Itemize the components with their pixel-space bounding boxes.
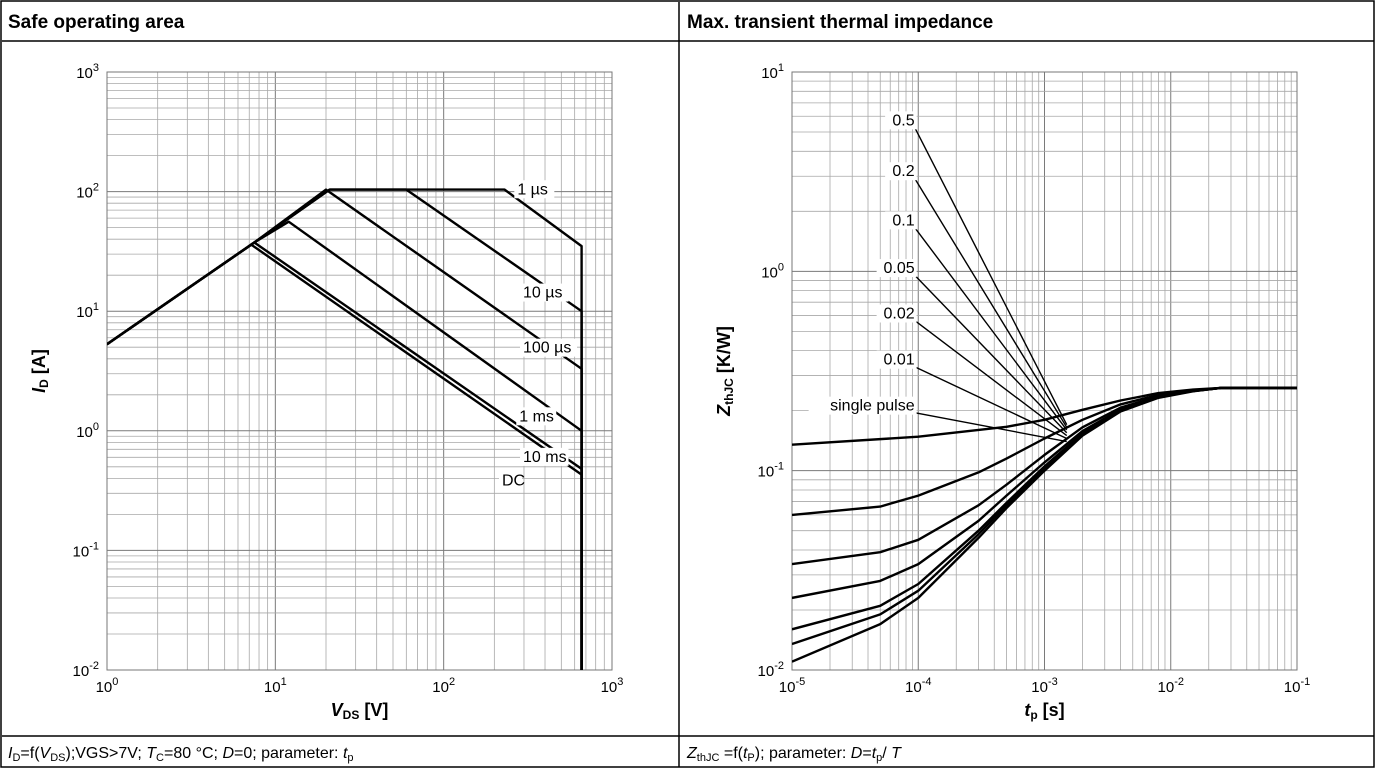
leader-line <box>914 226 1068 431</box>
series-group <box>792 386 1297 663</box>
y-tick-label: 10-2 <box>758 660 784 680</box>
series-annotation: 1 ms <box>519 408 554 425</box>
y-tick-label: 10-1 <box>758 461 784 481</box>
x-tick-label: 10-5 <box>779 676 805 696</box>
leader-line <box>914 127 1068 426</box>
label-halo <box>808 396 917 415</box>
x-tick-label: 102 <box>432 676 455 696</box>
x-tick-label: 100 <box>96 676 119 696</box>
label-halo <box>885 111 917 130</box>
y-tick-label: 10-1 <box>73 540 99 560</box>
series-annotation: 10 µs <box>523 285 562 302</box>
x-axis-label: VDS [V] <box>331 700 389 722</box>
series-line-10-ms <box>107 241 583 670</box>
x-tick-label: 10-3 <box>1031 676 1057 696</box>
label-halo <box>876 350 917 369</box>
y-tick-label: 101 <box>761 62 784 82</box>
plot-area <box>791 71 1298 671</box>
series-group <box>107 188 583 670</box>
x-tick-label: 10-4 <box>905 676 931 696</box>
label-halo <box>520 447 569 466</box>
label-halo <box>516 407 557 426</box>
grid <box>791 71 1298 671</box>
plot-area <box>106 71 613 671</box>
x-tick-label: 101 <box>264 676 287 696</box>
leader-line <box>914 274 1068 434</box>
label-halo <box>876 304 917 323</box>
label-halo <box>498 471 522 490</box>
series-annotation: 1 µs <box>517 181 548 198</box>
soa-chart: 100 101 102 103 10-2 10-1 100 101 102 103 VDS [V] I… <box>29 62 623 722</box>
series-annotation: single pulse <box>830 398 915 415</box>
leader-line <box>914 177 1068 428</box>
soa-caption: ID=f(VDS);VGS>7V; TC=80 °C; D=0; paramet… <box>8 745 354 764</box>
series-annotation: 0.01 <box>883 352 914 369</box>
label-halo <box>876 259 917 278</box>
y-tick-label: 100 <box>76 421 99 441</box>
series-annotation: 0.5 <box>892 112 914 129</box>
label-halo <box>520 283 569 302</box>
y-tick-label: 102 <box>76 182 99 202</box>
y-tick-label: 100 <box>761 261 784 281</box>
zth-caption: ZthJC =f(tP); parameter: D=tp/ T <box>686 745 902 764</box>
series-annotation: 10 ms <box>523 449 567 466</box>
series-line-dc <box>107 243 583 670</box>
y-axis-label: ID [A] <box>29 349 51 393</box>
x-tick-label: 103 <box>601 676 624 696</box>
series-annotation: 0.1 <box>892 212 914 229</box>
series-annotation: 0.05 <box>883 260 914 277</box>
x-tick-label: 10-1 <box>1284 676 1310 696</box>
y-tick-label: 101 <box>76 301 99 321</box>
zth-title: Max. transient thermal impedance <box>687 12 993 33</box>
x-axis-label: tp [s] <box>1024 700 1064 722</box>
soa-title: Safe operating area <box>8 12 185 33</box>
series-line-1-ms <box>107 220 583 670</box>
leader-line <box>914 366 1068 440</box>
y-tick-label: 10-2 <box>73 660 99 680</box>
leader-line <box>914 319 1068 437</box>
grid <box>106 71 613 671</box>
series-annotation: 0.02 <box>883 305 914 322</box>
y-axis-label: ZthJC [K/W] <box>714 326 736 417</box>
series-line-single-pulse <box>792 386 1297 663</box>
label-halo <box>885 211 917 230</box>
x-tick-label: 10-2 <box>1158 676 1184 696</box>
series-annotation: 100 µs <box>523 340 571 357</box>
label-halo <box>885 162 917 181</box>
label-halo <box>520 338 578 357</box>
series-annotation: DC <box>502 472 525 489</box>
label-halo <box>514 180 555 199</box>
zth-chart: 10-5 10-4 10-3 10-2 10-1 10-2 10-1 100 101 tp [s]… <box>714 62 1310 722</box>
leader-line <box>914 411 1067 443</box>
y-tick-label: 103 <box>76 62 99 82</box>
series-annotation: 0.2 <box>892 163 914 180</box>
